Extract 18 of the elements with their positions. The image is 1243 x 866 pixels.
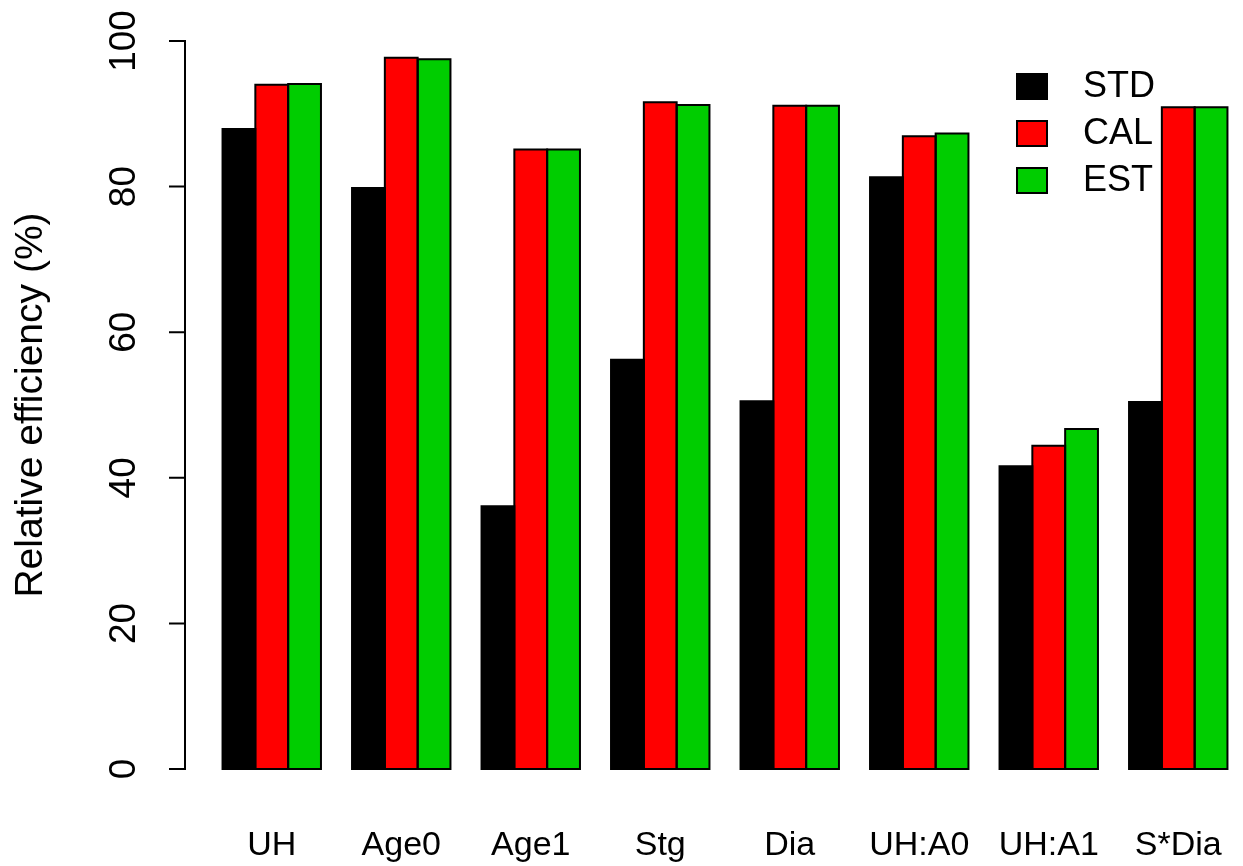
x-tick-label: UH: [247, 823, 297, 862]
y-tick-label: 20: [102, 602, 143, 644]
x-tick-label: Dia: [764, 823, 816, 862]
y-tick-label: 100: [102, 10, 143, 72]
x-tick-label: UH:A1: [998, 823, 1099, 862]
y-tick-label: 80: [102, 166, 143, 208]
legend-label: STD: [1083, 64, 1155, 106]
x-tick-label: Age0: [361, 823, 441, 862]
y-tick-label: 40: [102, 457, 143, 499]
x-tick-label: UH:A0: [869, 823, 970, 862]
y-tick-label: 60: [102, 311, 143, 353]
legend-label: EST: [1083, 158, 1154, 200]
x-tick-label: Stg: [634, 823, 686, 862]
y-tick-label: 0: [102, 758, 143, 780]
x-tick-label: Age1: [491, 823, 571, 862]
x-tick-label: S*Dia: [1134, 823, 1222, 862]
legend-label: CAL: [1083, 111, 1154, 153]
y-axis-title: Relative efficiency (%): [7, 212, 51, 598]
